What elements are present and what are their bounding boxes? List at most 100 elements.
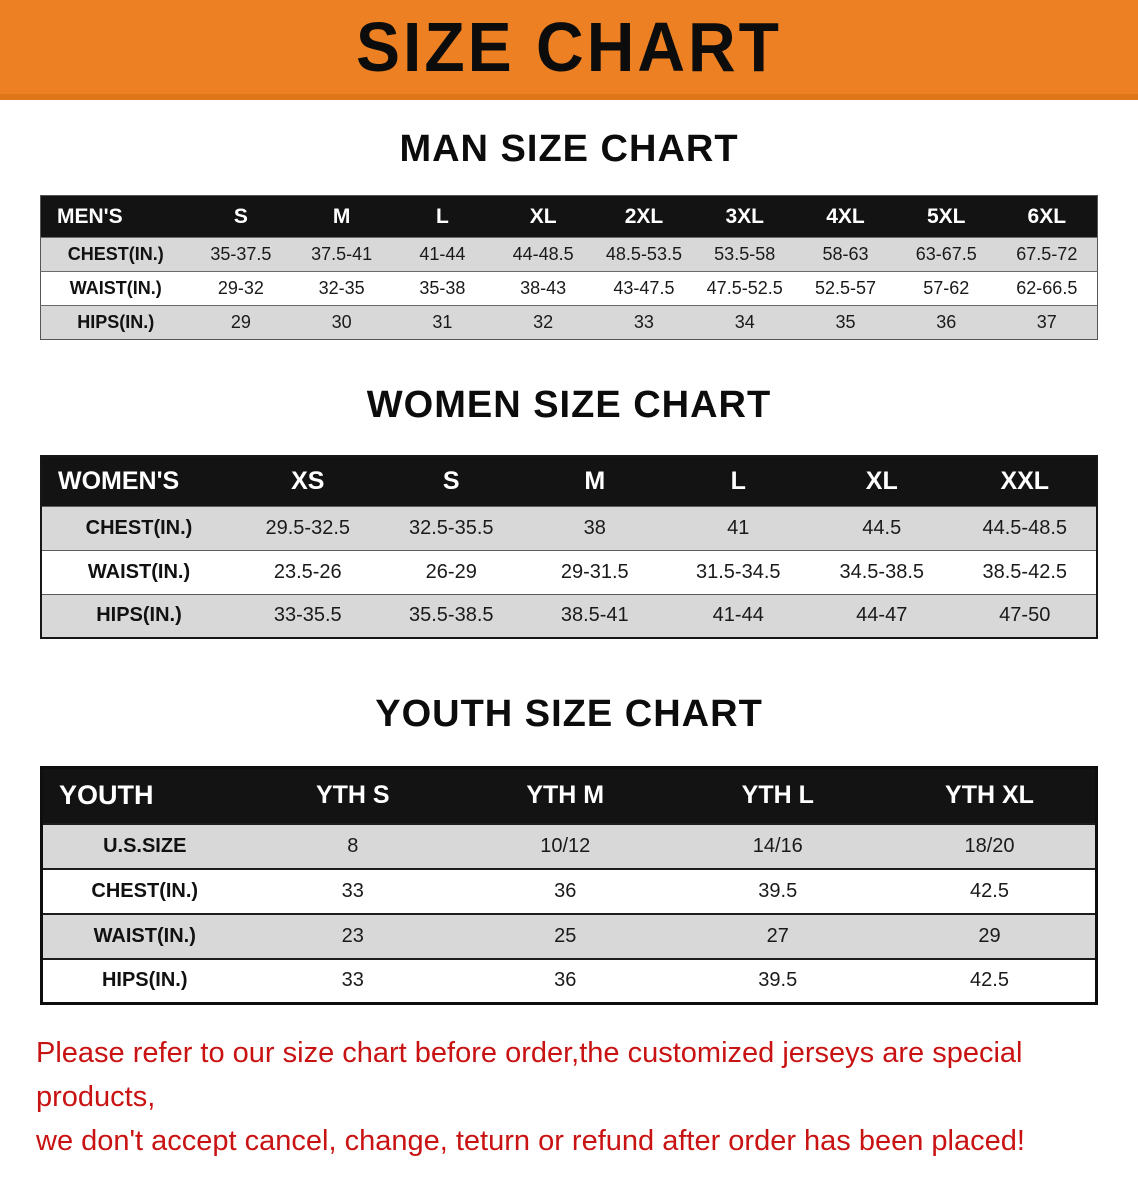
size-value: 44.5 bbox=[862, 516, 902, 539]
table-row: HIPS(IN.) 33 36 39.5 42.5 bbox=[41, 958, 1097, 1004]
size-value: 41 bbox=[727, 516, 750, 539]
size-value: 29.5-32.5 bbox=[265, 516, 350, 539]
size-column-header: YTH M bbox=[459, 767, 672, 824]
size-value: 41-44 bbox=[419, 244, 466, 264]
row-label: HIPS(IN.) bbox=[77, 312, 155, 332]
size-value: 32 bbox=[533, 312, 554, 332]
size-value: 42.5 bbox=[970, 879, 1009, 902]
size-value: 44-47 bbox=[856, 604, 908, 627]
size-value: 53.5-58 bbox=[714, 244, 776, 264]
row-label: U.S.SIZE bbox=[103, 834, 187, 857]
size-value: 44-48.5 bbox=[512, 244, 574, 264]
size-value: 23 bbox=[341, 924, 364, 947]
size-column-header: M bbox=[291, 195, 393, 238]
women-size-section: WOMEN SIZE CHART WOMEN'S XS S M L XL XXL CHEST(… bbox=[0, 384, 1138, 639]
size-column-header: L bbox=[666, 456, 810, 506]
notice-line-2: we don't accept cancel, change, teturn o… bbox=[36, 1125, 1025, 1158]
size-value: 14/16 bbox=[752, 834, 803, 857]
row-label: WAIST(IN.) bbox=[69, 278, 162, 298]
size-value: 8 bbox=[347, 834, 359, 857]
size-value: 47-50 bbox=[999, 604, 1051, 627]
size-value: 33 bbox=[633, 312, 654, 332]
size-column-header: XXL bbox=[953, 456, 1097, 506]
size-value: 57-62 bbox=[923, 278, 970, 298]
size-column-header: YTH S bbox=[246, 767, 459, 824]
youth-size-table: YOUTH YTH S YTH M YTH L YTH XL U.S.SIZE 8 10/12… bbox=[40, 766, 1098, 1005]
row-label: WAIST(IN.) bbox=[87, 560, 191, 583]
size-value: 26-29 bbox=[425, 560, 477, 583]
size-value: 10/12 bbox=[540, 834, 591, 857]
size-value: 35 bbox=[835, 312, 856, 332]
size-value: 36 bbox=[554, 969, 577, 992]
table-header-row: WOMEN'S XS S M L XL XXL bbox=[41, 456, 1097, 506]
size-value: 44.5-48.5 bbox=[982, 516, 1067, 539]
men-section-title: MAN SIZE CHART bbox=[399, 128, 739, 170]
size-value: 32-35 bbox=[318, 278, 365, 298]
size-column-header: 6XL bbox=[996, 195, 1098, 238]
size-value: 38.5-41 bbox=[560, 604, 629, 627]
row-label: HIPS(IN.) bbox=[96, 604, 182, 627]
size-value: 35.5-38.5 bbox=[408, 604, 494, 627]
size-value: 31.5-34.5 bbox=[695, 560, 781, 583]
notice-line-1: Please refer to our size chart before or… bbox=[36, 1037, 1023, 1114]
size-column-header: XL bbox=[810, 456, 954, 506]
women-section-title: WOMEN SIZE CHART bbox=[366, 384, 772, 426]
table-row: WAIST(IN.) 23.5-26 26-29 29-31.5 31.5-34.5 34… bbox=[41, 550, 1097, 594]
size-value: 48.5-53.5 bbox=[605, 244, 682, 264]
size-value: 39.5 bbox=[758, 879, 798, 902]
size-value: 43-47.5 bbox=[613, 278, 675, 298]
page-title: SIZE CHART bbox=[356, 8, 782, 86]
men-size-table: MEN'S S M L XL 2XL 3XL 4XL 5XL 6XL CHEST(IN.) 35-37… bbox=[40, 195, 1098, 340]
size-value: 29-31.5 bbox=[560, 560, 629, 583]
size-value: 27 bbox=[766, 924, 789, 947]
row-label: CHEST(IN.) bbox=[91, 879, 199, 902]
table-row: WAIST(IN.) 23 25 27 29 bbox=[41, 913, 1097, 959]
size-value: 42.5 bbox=[970, 969, 1009, 992]
size-value: 52.5-57 bbox=[814, 278, 876, 298]
size-column-header: XL bbox=[492, 195, 594, 238]
size-value: 39.5 bbox=[758, 969, 798, 992]
size-value: 58-63 bbox=[822, 244, 869, 264]
table-header-row: MEN'S S M L XL 2XL 3XL 4XL 5XL 6XL bbox=[40, 195, 1098, 238]
banner: SIZE CHART bbox=[0, 0, 1138, 100]
size-value: 35-38 bbox=[419, 278, 466, 298]
size-column-header: S bbox=[379, 456, 523, 506]
size-value: 38-43 bbox=[520, 278, 567, 298]
table-row: CHEST(IN.) 29.5-32.5 32.5-35.5 38 41 44.5 44.5… bbox=[41, 506, 1097, 550]
size-column-header: XS bbox=[236, 456, 380, 506]
size-value: 41-44 bbox=[712, 604, 764, 627]
size-value: 32.5-35.5 bbox=[408, 516, 494, 539]
size-column-header: YTH XL bbox=[884, 767, 1097, 824]
size-value: 35-37.5 bbox=[210, 244, 272, 264]
size-value: 34 bbox=[734, 312, 755, 332]
footer-notice: Please refer to our size chart before or… bbox=[0, 1031, 1138, 1185]
men-size-section: MAN SIZE CHART MEN'S S M L XL 2XL 3XL 4XL 5XL 6XL… bbox=[0, 128, 1138, 340]
size-column-header: S bbox=[190, 195, 292, 238]
size-column-header: M bbox=[523, 456, 667, 506]
youth-size-section: YOUTH SIZE CHART YOUTH YTH S YTH M YTH L YTH… bbox=[0, 693, 1138, 1005]
size-column-header: 5XL bbox=[895, 195, 997, 238]
size-value: 31 bbox=[432, 312, 453, 332]
size-value: 36 bbox=[554, 879, 577, 902]
table-row: WAIST(IN.) 29-32 32-35 35-38 38-43 43-47.5 47.… bbox=[40, 271, 1098, 306]
size-value: 29-32 bbox=[217, 278, 264, 298]
size-column-header: 3XL bbox=[694, 195, 796, 238]
size-value: 36 bbox=[936, 312, 957, 332]
row-label-header: WOMEN'S bbox=[41, 456, 236, 506]
size-value: 33 bbox=[341, 969, 364, 992]
row-label: CHEST(IN.) bbox=[67, 244, 164, 264]
table-row: CHEST(IN.) 33 36 39.5 42.5 bbox=[41, 868, 1097, 914]
table-header-row: YOUTH YTH S YTH M YTH L YTH XL bbox=[41, 767, 1097, 824]
size-value: 47.5-52.5 bbox=[706, 278, 783, 298]
size-value: 34.5-38.5 bbox=[839, 560, 924, 583]
row-label-header: MEN'S bbox=[40, 195, 191, 238]
size-column-header: YTH L bbox=[671, 767, 884, 824]
row-label: HIPS(IN.) bbox=[101, 969, 188, 992]
table-row: U.S.SIZE 8 10/12 14/16 18/20 bbox=[41, 823, 1097, 869]
size-value: 63-67.5 bbox=[915, 244, 977, 264]
size-value: 37 bbox=[1036, 312, 1057, 332]
youth-section-title: YOUTH SIZE CHART bbox=[375, 693, 763, 735]
table-row: CHEST(IN.) 35-37.5 37.5-41 41-44 44-48.5 48.5… bbox=[40, 237, 1098, 272]
table-row: HIPS(IN.) 33-35.5 35.5-38.5 38.5-41 41-44 44-… bbox=[41, 594, 1097, 638]
